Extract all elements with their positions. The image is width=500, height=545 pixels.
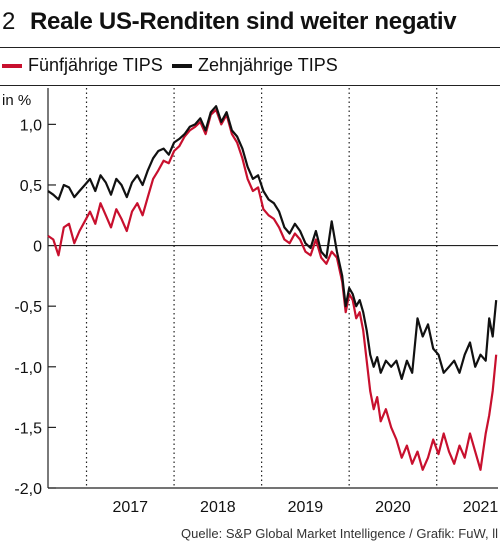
legend-item-ten-year: Zehnjährige TIPS [172, 55, 338, 76]
x-tick-label: 2020 [375, 499, 411, 516]
series-line-five-year [47, 108, 498, 471]
source-note: Quelle: S&P Global Market Intelligence /… [181, 526, 498, 541]
x-tick-label: 2018 [200, 499, 236, 516]
legend-label-ten-year: Zehnjährige TIPS [198, 55, 338, 75]
y-tick-label: 0,5 [20, 178, 42, 195]
y-unit-label: in % [2, 92, 32, 109]
legend-label-five-year: Fünfjährige TIPS [28, 55, 163, 75]
legend-item-five-year: Fünfjährige TIPS [2, 55, 163, 76]
x-tick-label: 2019 [288, 499, 324, 516]
chart-header: 2 Reale US-Renditen sind weiter negativ [0, 0, 500, 44]
y-tick-label: -1,5 [14, 420, 42, 437]
y-tick-label: -2,0 [14, 481, 42, 498]
legend: Fünfjährige TIPS Zehnjährige TIPS [0, 55, 500, 85]
legend-swatch-ten-year [172, 63, 192, 68]
y-tick-label: 0 [33, 239, 42, 256]
x-tick-label: 2017 [112, 499, 148, 516]
series-line-ten-year [47, 105, 498, 380]
legend-swatch-five-year [2, 63, 22, 68]
header-divider [0, 47, 500, 48]
legend-divider [0, 85, 500, 86]
chart-title: Reale US-Renditen sind weiter negativ [30, 8, 457, 35]
y-tick-label: -0,5 [14, 299, 42, 316]
y-tick-label: -1,0 [14, 360, 42, 377]
chart-number: 2 [2, 8, 16, 35]
y-tick-label: 1,0 [20, 117, 42, 134]
x-tick-label: 2021 [463, 499, 499, 516]
